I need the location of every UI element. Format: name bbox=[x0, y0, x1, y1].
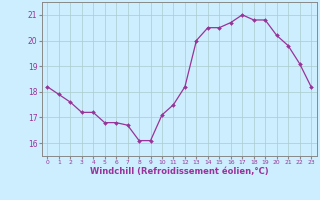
X-axis label: Windchill (Refroidissement éolien,°C): Windchill (Refroidissement éolien,°C) bbox=[90, 167, 268, 176]
